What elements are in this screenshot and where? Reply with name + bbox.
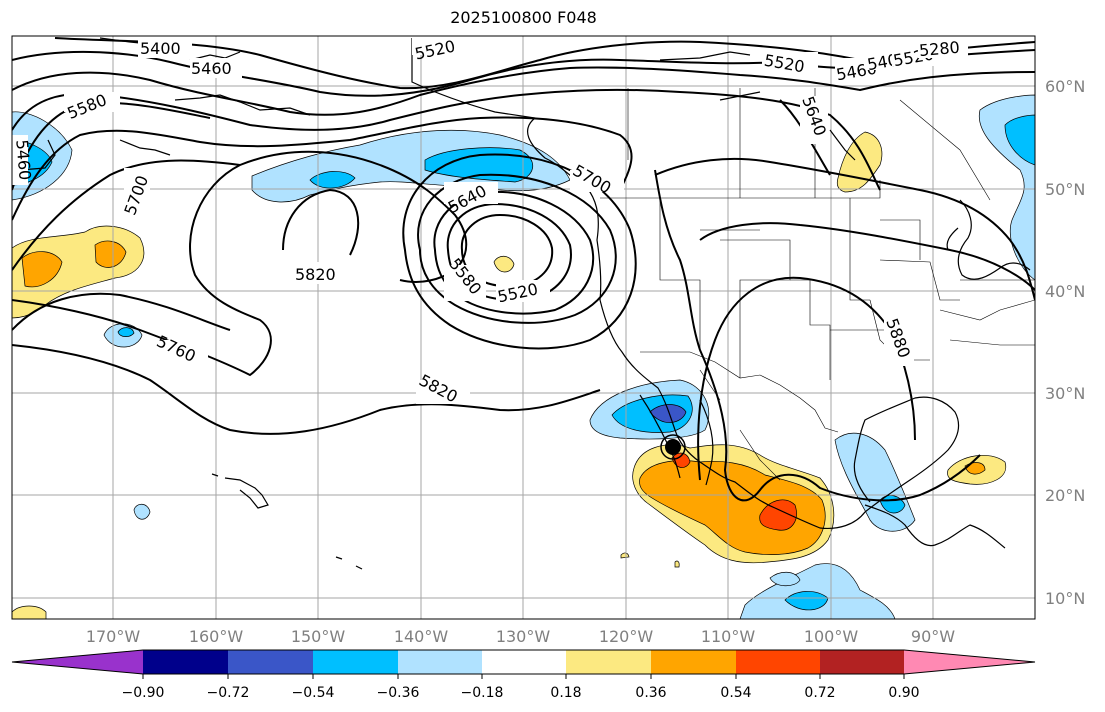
longitude-labels: 170°W 160°W 150°W 140°W 130°W 120°W 110°…	[86, 627, 955, 646]
lat-tick-label: 20°N	[1045, 486, 1085, 505]
map-title: 2025100800 F048	[450, 8, 597, 27]
positive-anomaly-area	[759, 499, 797, 531]
positive-anomaly-area	[639, 460, 826, 555]
lon-tick-label: 170°W	[86, 627, 141, 646]
colorbar-tick-label: 0.90	[888, 685, 919, 701]
negative-anomaly-area	[117, 327, 135, 337]
lon-tick-label: 120°W	[599, 627, 654, 646]
negative-anomaly-area	[739, 563, 896, 619]
colorbar-tick-label: −0.72	[207, 685, 250, 701]
colorbar-tick-label: 0.18	[550, 685, 581, 701]
colorbar-segment	[228, 650, 313, 674]
colorbar-segment	[566, 650, 651, 674]
colorbar-segment	[143, 650, 228, 674]
lat-tick-label: 60°N	[1045, 77, 1085, 96]
lon-tick-label: 90°W	[911, 627, 955, 646]
lon-tick-label: 100°W	[804, 627, 859, 646]
lat-tick-label: 50°N	[1045, 180, 1085, 199]
positive-anomaly-area	[674, 560, 680, 568]
positive-anomaly-area	[12, 605, 47, 619]
colorbar-segment	[313, 650, 398, 674]
positive-anomaly-area	[493, 255, 515, 273]
negative-anomaly-area	[834, 432, 916, 532]
negative-anomaly-area	[424, 147, 533, 183]
lat-tick-label: 30°N	[1045, 384, 1085, 403]
negative-anomaly-area	[1004, 114, 1035, 166]
positive-anomaly-area	[620, 552, 630, 559]
lon-tick-label: 110°W	[701, 627, 756, 646]
negative-anomaly-area	[133, 503, 151, 520]
colorbar-segment	[736, 650, 820, 674]
colorbar-tick-label: −0.90	[122, 685, 165, 701]
colorbar-tick-label: −0.36	[377, 685, 420, 701]
lat-tick-label: 10°N	[1045, 589, 1085, 608]
contour-label: 5400	[140, 39, 181, 58]
negative-anomaly-area	[649, 404, 687, 423]
lat-tick-label: 40°N	[1045, 282, 1085, 301]
colorbar-segment	[820, 650, 904, 674]
colorbar-tick-label: 0.36	[635, 685, 666, 701]
lon-tick-label: 150°W	[291, 627, 346, 646]
positive-anomaly-area	[94, 240, 127, 268]
colorbar-tick-label: 0.72	[804, 685, 835, 701]
storm-center-marker	[660, 434, 686, 460]
contour-label: 5280	[918, 38, 960, 60]
lon-tick-label: 140°W	[394, 627, 449, 646]
map-frame	[11, 35, 1036, 620]
contour-label: 5460	[191, 59, 232, 78]
contour-labels: 5400 5460 5520 5580 5460 5700 5820 5640 …	[4, 35, 968, 406]
colorbar-segment	[482, 650, 566, 674]
colorbar-segment	[651, 650, 736, 674]
contour-label: 5820	[295, 265, 336, 284]
colorbar: −0.90 −0.72 −0.54 −0.36 −0.18 0.18 0.36 …	[11, 649, 1036, 701]
contour-label: 5460	[12, 139, 34, 181]
colorbar-tick-label: 0.54	[720, 685, 751, 701]
latitude-labels: 60°N 50°N 40°N 30°N 20°N 10°N	[1045, 77, 1085, 608]
graticule	[12, 36, 1035, 619]
colorbar-segment	[398, 650, 482, 674]
lon-tick-label: 160°W	[189, 627, 244, 646]
colorbar-tick-label: −0.54	[292, 685, 335, 701]
positive-anomaly-area	[21, 251, 63, 288]
negative-anomaly-area	[769, 571, 801, 587]
colorbar-max-extend	[904, 650, 1035, 674]
colorbar-min-extend	[12, 650, 143, 674]
negative-anomaly-area	[309, 171, 356, 189]
colorbar-tick-label: −0.18	[461, 685, 504, 701]
lon-tick-label: 130°W	[496, 627, 551, 646]
positive-anomaly-area	[836, 131, 883, 193]
